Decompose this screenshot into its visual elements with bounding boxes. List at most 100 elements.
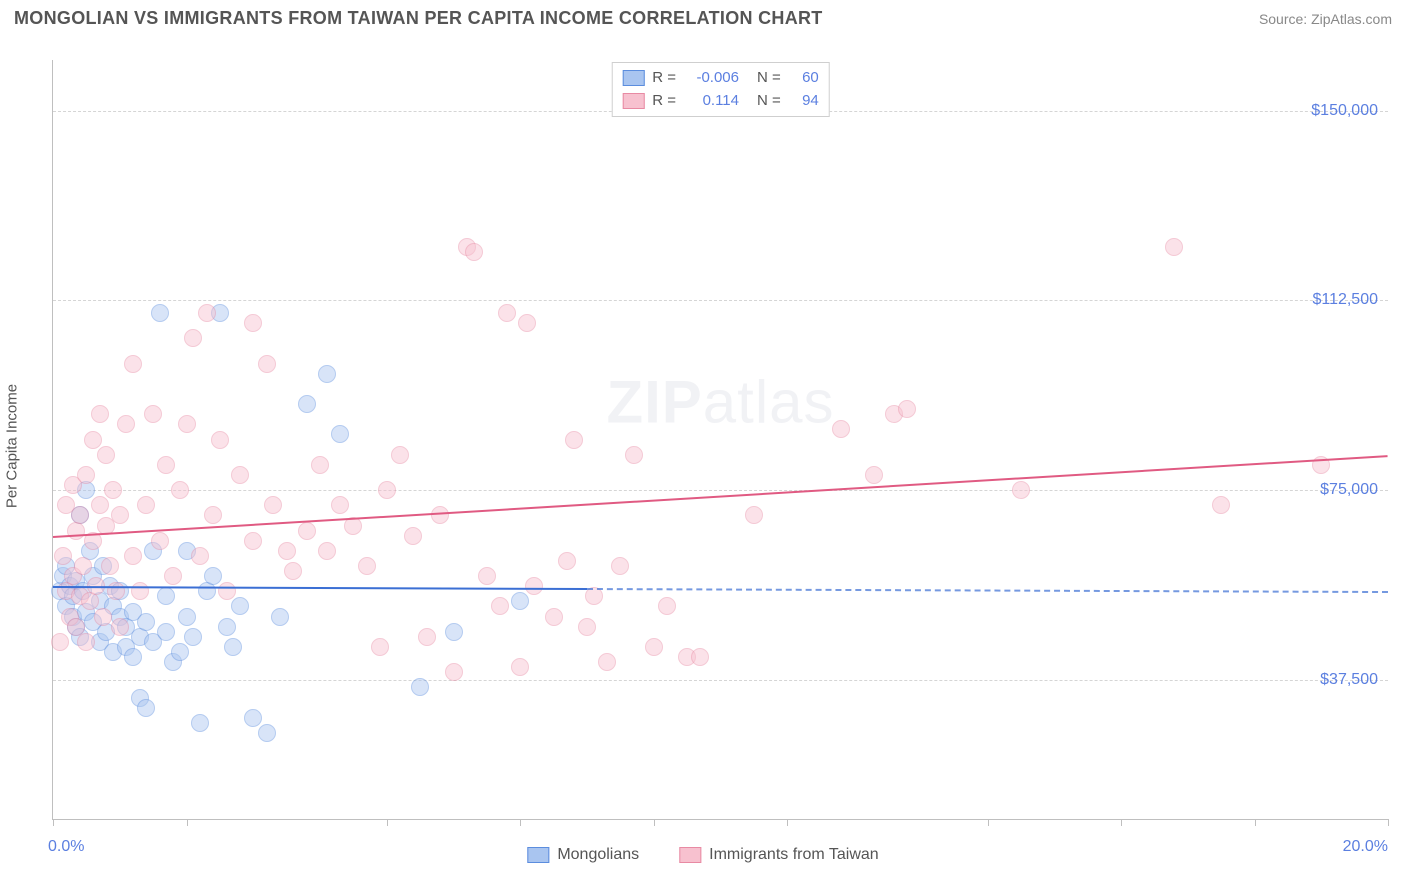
trend-line-extrapolated xyxy=(587,588,1388,593)
data-point xyxy=(124,547,142,565)
data-point xyxy=(331,425,349,443)
data-point xyxy=(331,496,349,514)
n-value: 94 xyxy=(789,90,819,113)
gridline xyxy=(53,490,1388,491)
data-point xyxy=(231,466,249,484)
data-point xyxy=(54,547,72,565)
data-point xyxy=(658,597,676,615)
gridline xyxy=(53,300,1388,301)
data-point xyxy=(164,567,182,585)
data-point xyxy=(137,496,155,514)
data-point xyxy=(465,243,483,261)
n-value: 60 xyxy=(789,67,819,90)
data-point xyxy=(318,365,336,383)
data-point xyxy=(178,415,196,433)
data-point xyxy=(404,527,422,545)
series-legend: MongoliansImmigrants from Taiwan xyxy=(527,846,878,864)
data-point xyxy=(124,355,142,373)
r-value: -0.006 xyxy=(684,67,739,90)
chart-header: MONGOLIAN VS IMMIGRANTS FROM TAIWAN PER … xyxy=(0,0,1406,35)
legend-label: Immigrants from Taiwan xyxy=(709,846,879,864)
legend-swatch xyxy=(622,93,644,109)
data-point xyxy=(244,532,262,550)
data-point xyxy=(218,618,236,636)
data-point xyxy=(511,592,529,610)
scatter-chart: ZIPatlas R =-0.006N =60R =0.114N =94 $37… xyxy=(52,60,1388,820)
data-point xyxy=(1165,238,1183,256)
data-point xyxy=(124,648,142,666)
data-point xyxy=(311,456,329,474)
data-point xyxy=(224,638,242,656)
source-name: ZipAtlas.com xyxy=(1311,11,1392,27)
x-tick xyxy=(1255,819,1256,826)
data-point xyxy=(157,587,175,605)
n-label: N = xyxy=(757,90,781,113)
data-point xyxy=(611,557,629,575)
watermark: ZIPatlas xyxy=(606,367,834,436)
data-point xyxy=(171,481,189,499)
data-point xyxy=(565,431,583,449)
data-point xyxy=(258,724,276,742)
data-point xyxy=(411,678,429,696)
legend-swatch xyxy=(622,70,644,86)
data-point xyxy=(478,567,496,585)
data-point xyxy=(578,618,596,636)
data-point xyxy=(131,582,149,600)
data-point xyxy=(137,699,155,717)
data-point xyxy=(1212,496,1230,514)
legend-item: Immigrants from Taiwan xyxy=(679,846,879,864)
data-point xyxy=(445,623,463,641)
data-point xyxy=(171,643,189,661)
data-point xyxy=(71,506,89,524)
data-point xyxy=(97,446,115,464)
data-point xyxy=(598,653,616,671)
data-point xyxy=(84,431,102,449)
x-tick xyxy=(787,819,788,826)
x-tick xyxy=(988,819,989,826)
data-point xyxy=(144,405,162,423)
r-value: 0.114 xyxy=(684,90,739,113)
data-point xyxy=(101,557,119,575)
chart-title: MONGOLIAN VS IMMIGRANTS FROM TAIWAN PER … xyxy=(14,8,823,29)
y-tick-label: $37,500 xyxy=(1320,671,1378,689)
data-point xyxy=(525,577,543,595)
x-tick xyxy=(53,819,54,826)
data-point xyxy=(258,355,276,373)
y-axis-label: Per Capita Income xyxy=(4,384,21,508)
data-point xyxy=(104,481,122,499)
r-label: R = xyxy=(652,67,676,90)
data-point xyxy=(191,714,209,732)
data-point xyxy=(151,304,169,322)
legend-swatch xyxy=(679,847,701,863)
r-label: R = xyxy=(652,90,676,113)
data-point xyxy=(378,481,396,499)
data-point xyxy=(1012,481,1030,499)
y-tick-label: $112,500 xyxy=(1312,291,1378,309)
x-tick xyxy=(1121,819,1122,826)
data-point xyxy=(545,608,563,626)
data-point xyxy=(264,496,282,514)
data-point xyxy=(431,506,449,524)
data-point xyxy=(51,633,69,651)
data-point xyxy=(117,415,135,433)
data-point xyxy=(94,608,112,626)
data-point xyxy=(111,506,129,524)
data-point xyxy=(371,638,389,656)
data-point xyxy=(511,658,529,676)
data-point xyxy=(77,466,95,484)
data-point xyxy=(137,613,155,631)
y-tick-label: $75,000 xyxy=(1320,481,1378,499)
data-point xyxy=(157,456,175,474)
data-point xyxy=(91,405,109,423)
watermark-zip: ZIP xyxy=(606,368,702,435)
data-point xyxy=(211,431,229,449)
data-point xyxy=(418,628,436,646)
data-point xyxy=(865,466,883,484)
source-attribution: Source: ZipAtlas.com xyxy=(1259,11,1392,27)
data-point xyxy=(898,400,916,418)
data-point xyxy=(107,582,125,600)
legend-swatch xyxy=(527,847,549,863)
data-point xyxy=(298,395,316,413)
x-tick xyxy=(654,819,655,826)
data-point xyxy=(184,628,202,646)
